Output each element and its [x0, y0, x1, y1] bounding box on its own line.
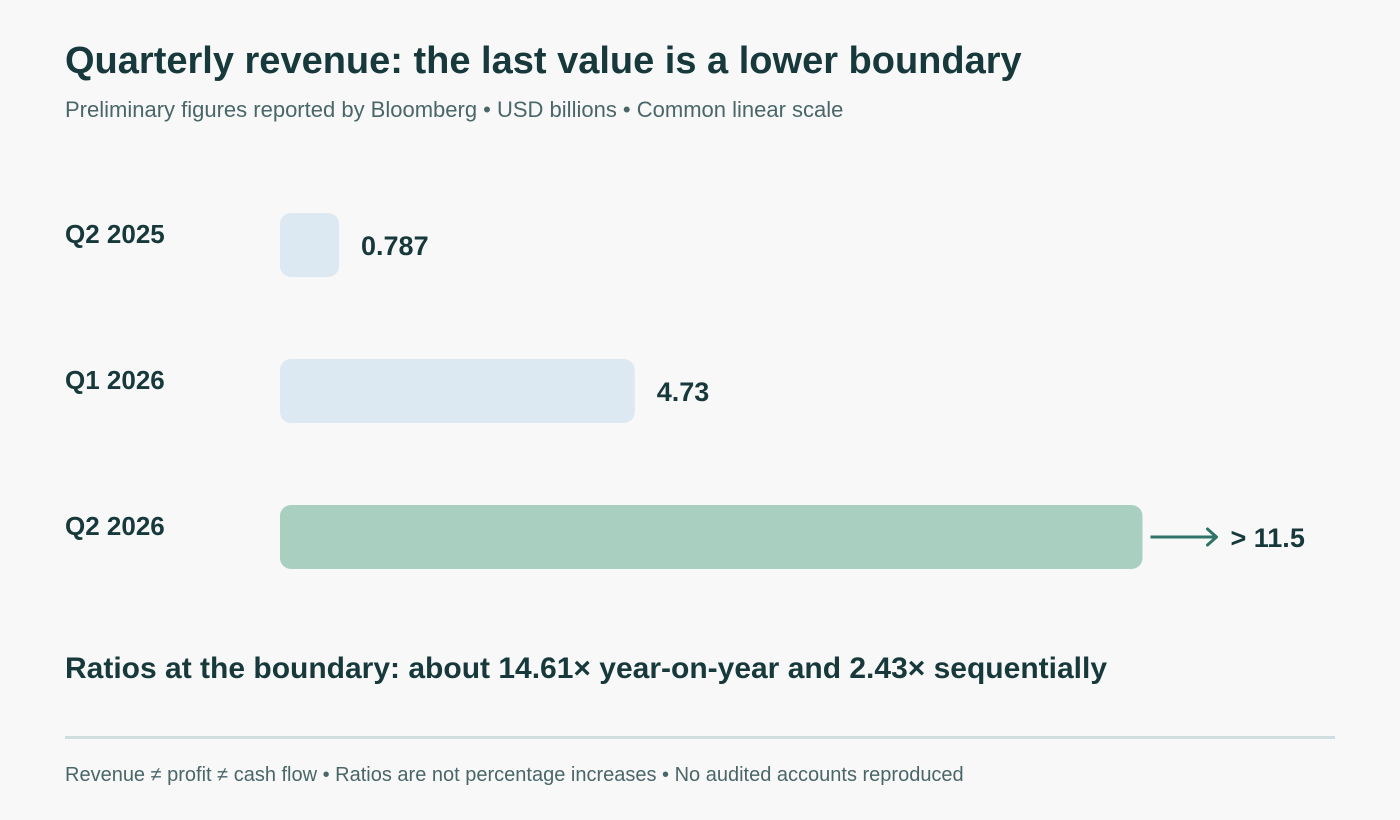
bar	[280, 213, 340, 277]
bar-chart: Q2 2025 0.787 Q1 2026 4.73 Q2 2026 > 11.5	[65, 213, 1305, 569]
chart-subtitle: Preliminary figures reported by Bloomber…	[65, 97, 844, 122]
bar	[280, 359, 635, 423]
value-label: 0.787	[361, 231, 429, 261]
value-label: 4.73	[657, 377, 710, 407]
bar	[280, 505, 1143, 569]
category-label: Q2 2026	[65, 511, 165, 541]
chart-title: Quarterly revenue: the last value is a l…	[65, 40, 1022, 82]
category-label: Q2 2025	[65, 219, 165, 249]
category-label: Q1 2026	[65, 365, 165, 395]
ratio-summary: Ratios at the boundary: about 14.61× yea…	[65, 652, 1108, 685]
footnote: Revenue ≠ profit ≠ cash flow • Ratios ar…	[65, 764, 964, 786]
footer-divider	[65, 736, 1335, 739]
value-label: > 11.5	[1231, 523, 1305, 553]
lower-bound-arrow-icon	[1150, 527, 1218, 547]
